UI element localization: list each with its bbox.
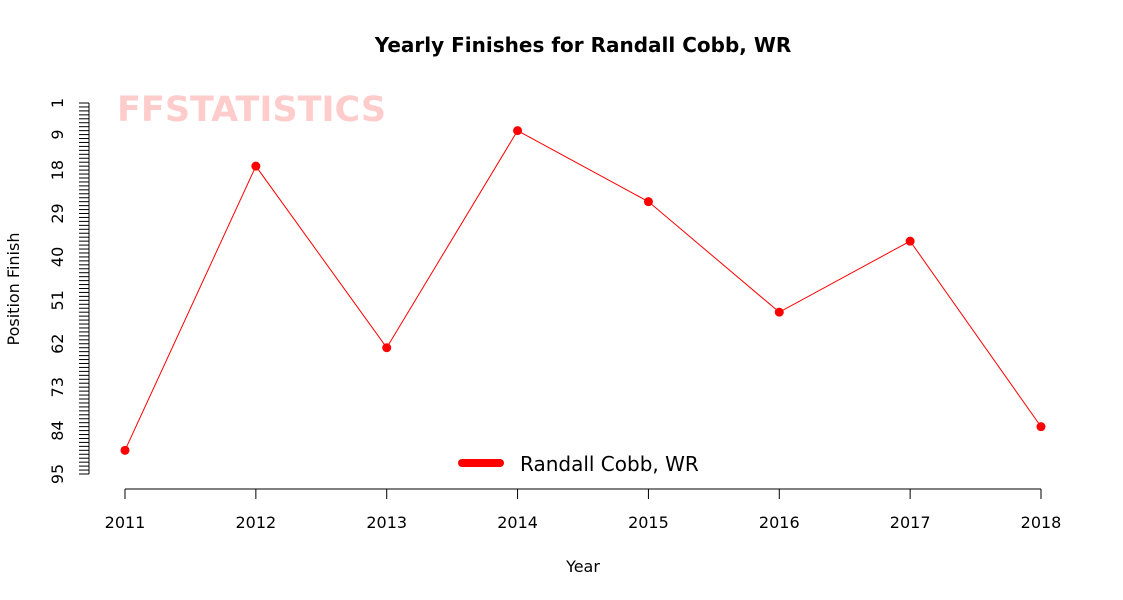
legend-label: Randall Cobb, WR (520, 452, 699, 476)
y-tick-label: 18 (48, 160, 67, 180)
x-tick-label: 2018 (1021, 513, 1062, 532)
x-tick-label: 2013 (366, 513, 407, 532)
y-tick-label: 95 (48, 464, 67, 484)
x-tick-label: 2012 (235, 513, 276, 532)
y-tick-label: 62 (48, 334, 67, 354)
y-axis: 1 9 18 29 40 51 62 73 84 95 (48, 98, 90, 484)
data-point (1036, 422, 1046, 432)
x-tick-label: 2017 (890, 513, 931, 532)
x-tick-label: 2015 (628, 513, 669, 532)
series-line (124, 129, 1042, 451)
data-point (774, 307, 784, 317)
y-tick-label: 40 (48, 247, 67, 267)
data-point (643, 197, 653, 207)
y-tick-label: 1 (48, 98, 67, 108)
data-point (251, 161, 261, 171)
data-point (120, 445, 130, 455)
x-axis: 2011 2012 2013 2014 2015 2016 2017 2018 (105, 488, 1062, 532)
y-tick-label: 84 (48, 420, 67, 440)
chart-title: Yearly Finishes for Randall Cobb, WR (374, 33, 792, 57)
x-tick-label: 2014 (497, 513, 538, 532)
data-point (513, 126, 523, 136)
watermark-text: FFSTATISTICS (117, 90, 386, 130)
x-tick-label: 2011 (105, 513, 146, 532)
legend: Randall Cobb, WR (458, 452, 699, 476)
y-tick-label: 51 (48, 290, 67, 310)
series-layer (120, 126, 1046, 455)
y-tick-label: 73 (48, 377, 67, 397)
y-tick-label: 29 (48, 203, 67, 223)
x-tick-label: 2016 (759, 513, 800, 532)
x-axis-label: Year (565, 557, 600, 576)
data-point (905, 236, 915, 246)
data-point (382, 343, 392, 353)
y-tick-label: 9 (48, 129, 67, 139)
y-axis-label: Position Finish (4, 233, 23, 346)
